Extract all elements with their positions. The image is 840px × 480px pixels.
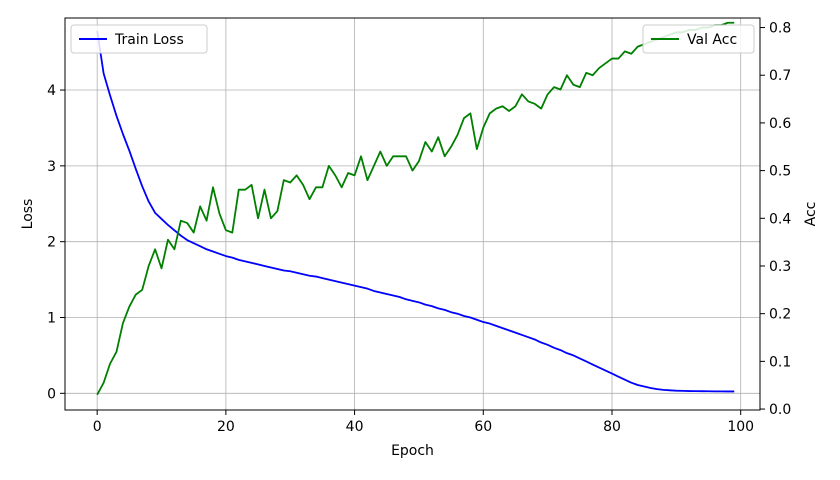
series-line-val-acc: [96, 21, 735, 396]
y-right-tick-label: 0.1: [769, 354, 791, 370]
x-tick-label: 100: [727, 419, 754, 435]
grid-lines: [65, 18, 760, 410]
y-right-tick-label: 0.2: [769, 307, 791, 323]
plot-area: [96, 21, 735, 396]
y-left-tick-label: 2: [47, 235, 56, 251]
y-left-tick-label: 4: [47, 83, 56, 99]
y-left-tick-label: 1: [47, 310, 56, 326]
y-axis-left-label: Loss: [20, 199, 36, 230]
series-line-train-loss: [96, 30, 735, 393]
y-left-tick-label: 0: [47, 386, 56, 402]
y-right-tick-label: 0.5: [769, 164, 791, 180]
y-left-tick-label: 3: [47, 159, 56, 175]
x-tick-label: 20: [217, 419, 235, 435]
y-right-tick-label: 0.6: [769, 116, 791, 132]
x-tick-label: 60: [474, 419, 492, 435]
legend-box: [70, 24, 208, 54]
legend-val-acc: Val Acc: [642, 24, 755, 54]
x-tick-label: 40: [346, 419, 364, 435]
x-tick-label: 80: [603, 419, 621, 435]
y-axis-right-label: Acc: [803, 202, 819, 227]
series-layer: [96, 21, 735, 396]
legend-box: [642, 24, 755, 54]
y-right-tick-label: 0.4: [769, 211, 791, 227]
y-right-tick-label: 0.8: [769, 21, 791, 37]
legend-train-loss: Train Loss: [70, 24, 208, 54]
y-right-tick-label: 0.7: [769, 68, 791, 84]
plot-frame: [64, 17, 761, 411]
legend-label: Val Acc: [687, 32, 737, 48]
y-right-tick-label: 0.0: [769, 402, 791, 418]
y-axis-right: 0.0 0.1 0.2 0.3 0.4 0.5 0.6 0.7 0.8: [760, 21, 791, 418]
x-axis-label: Epoch: [391, 443, 434, 459]
x-axis: 0 20 40 60 80 100: [93, 410, 754, 435]
x-tick-label: 0: [93, 419, 102, 435]
y-right-tick-label: 0.3: [769, 259, 791, 275]
legend-label: Train Loss: [114, 32, 184, 48]
y-axis-left: 0 1 2 3 4: [47, 83, 65, 402]
